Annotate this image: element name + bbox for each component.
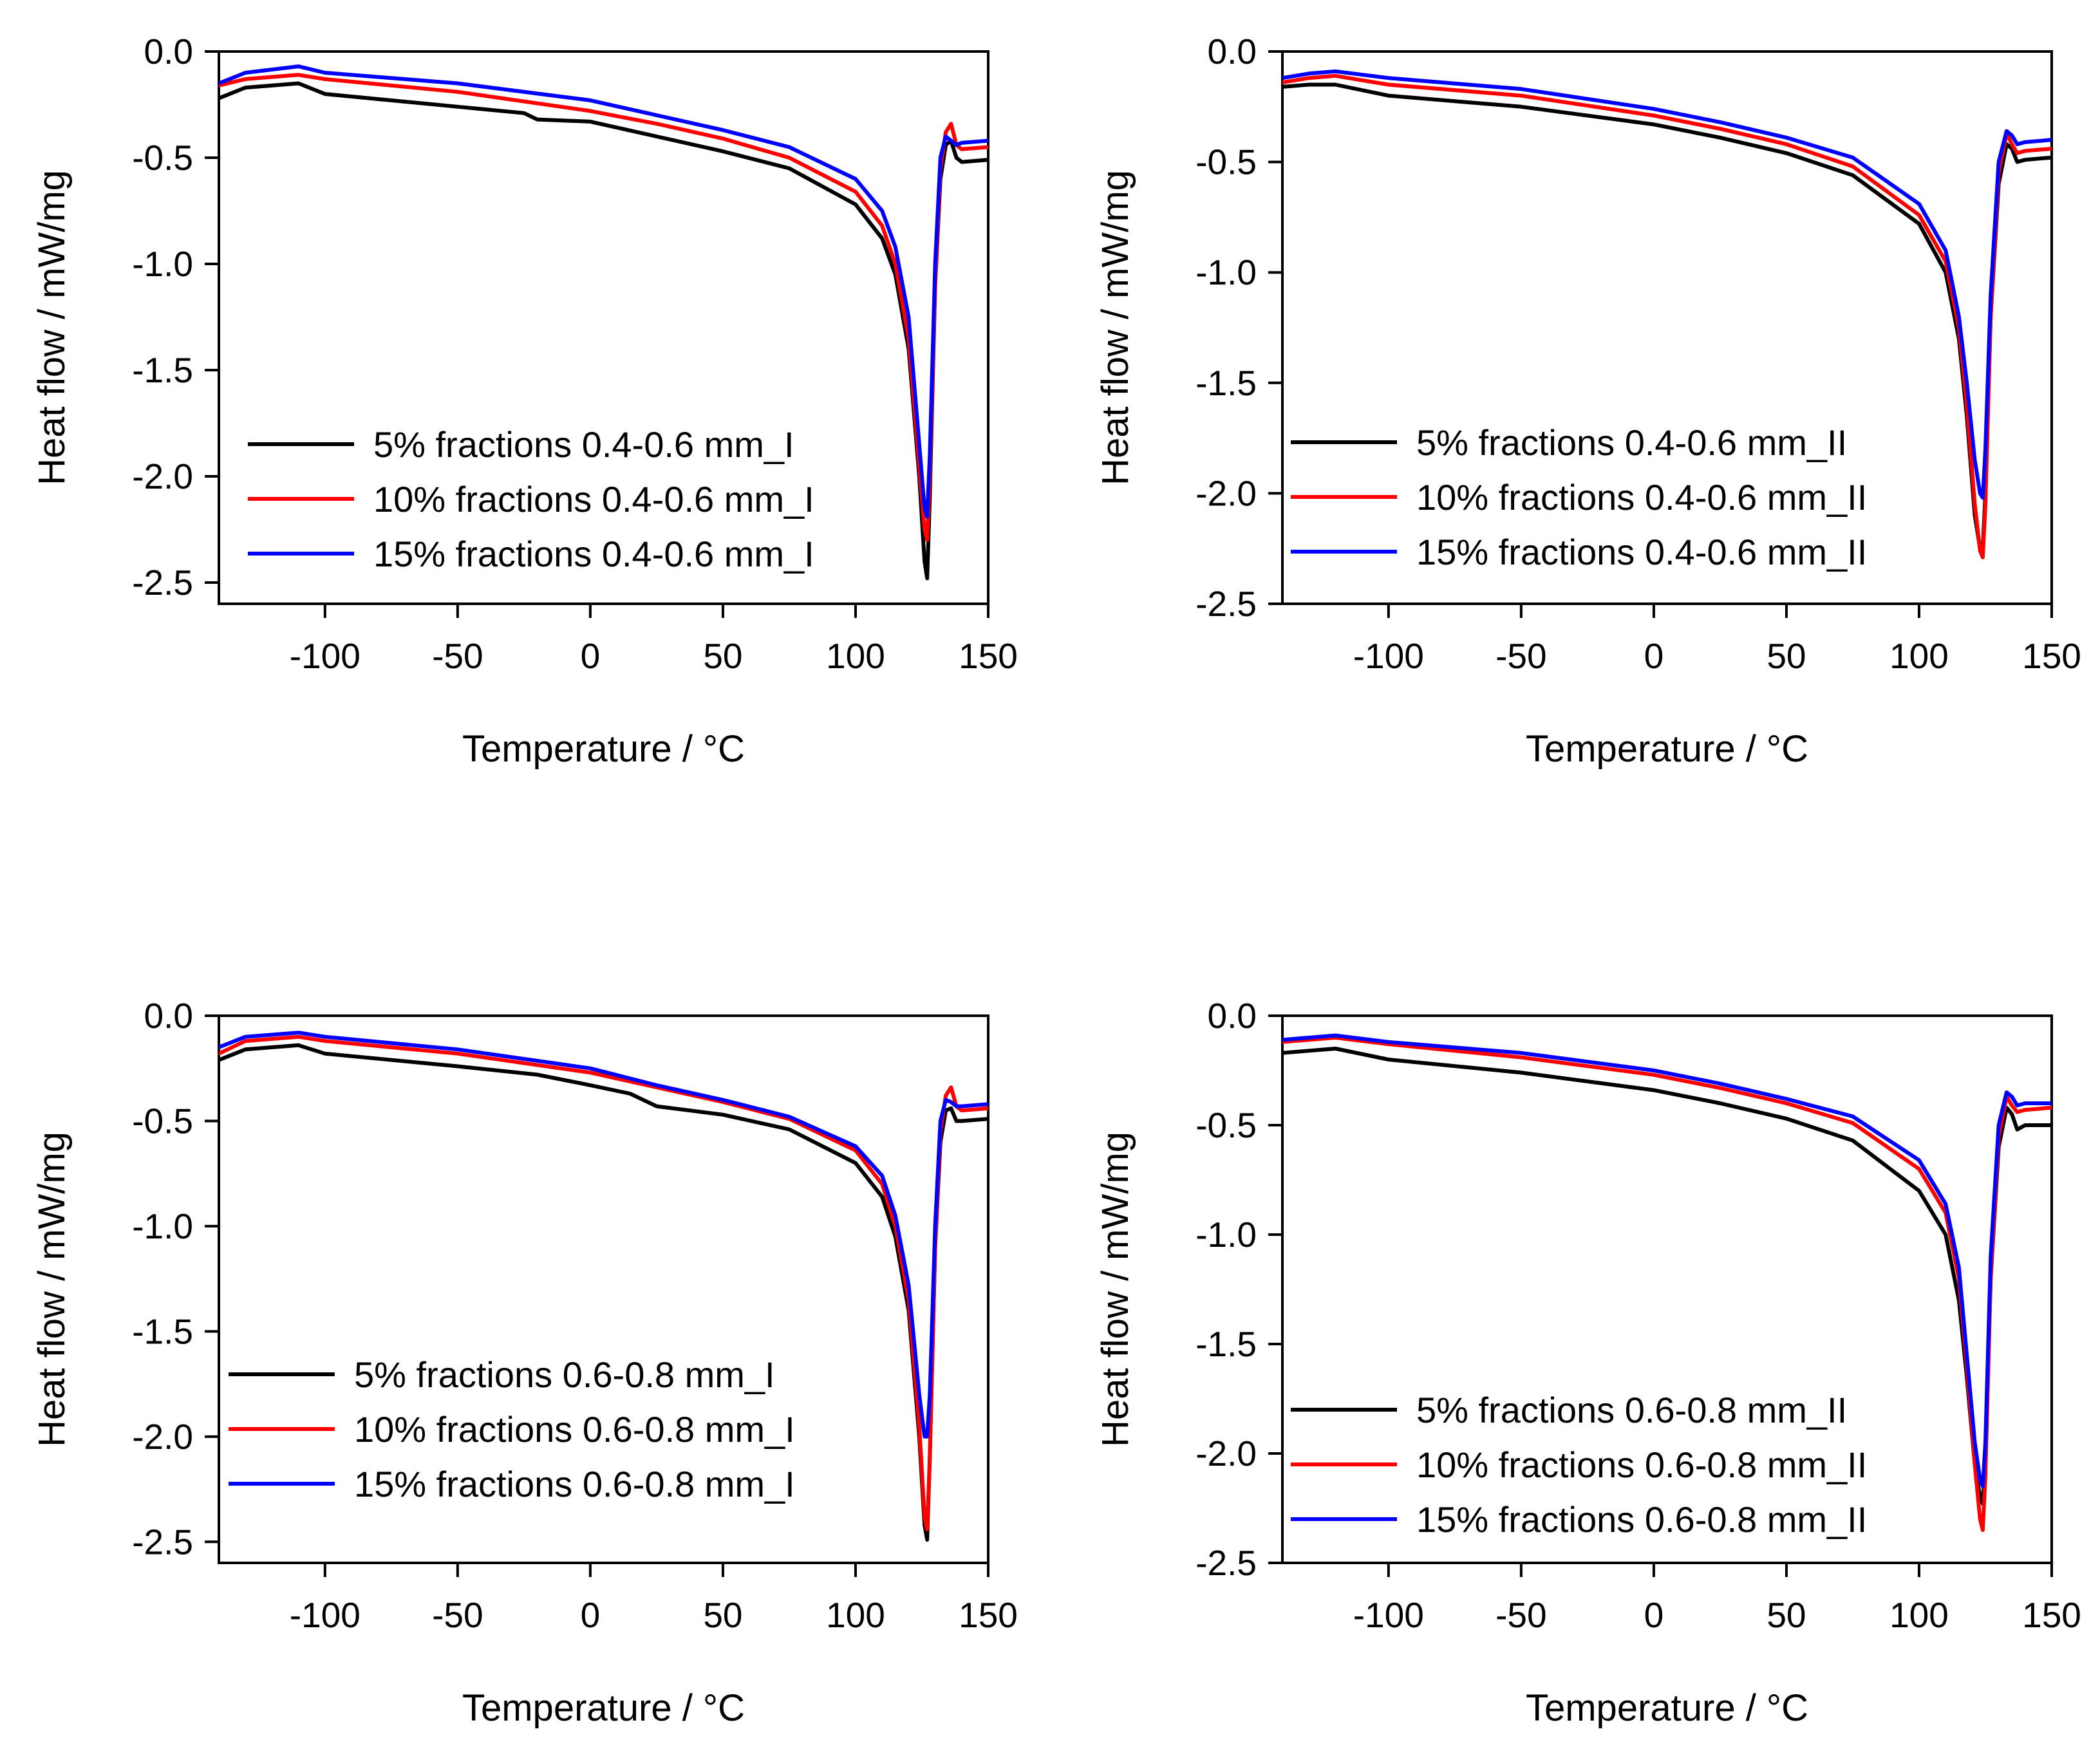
legend-label: 15% fractions 0.4-0.6 mm_II (1416, 532, 1867, 572)
y-tick-label: -0.5 (132, 138, 193, 178)
chart-panel-top-right: -100 -50 0 50 100 150 0.0 -0.5 -1.0 -1.5 -2.0 -2.5 T… (1094, 32, 2081, 770)
legend-label: 15% fractions 0.4-0.6 mm_I (373, 534, 814, 574)
x-tick-label: -50 (1495, 636, 1547, 676)
series-line-3 (219, 64, 988, 519)
x-tick-label: -50 (432, 636, 483, 676)
x-tick-label: 150 (959, 636, 1018, 676)
x-tick-label: 100 (826, 1595, 885, 1635)
legend-label: 15% fractions 0.6-0.8 mm_I (354, 1464, 795, 1504)
x-tick-label: 0 (1644, 636, 1664, 676)
x-tick-label: -100 (1353, 636, 1424, 676)
x-tick-label: -100 (290, 636, 361, 676)
legend-label: 15% fractions 0.6-0.8 mm_II (1416, 1499, 1867, 1540)
x-axis-title: Temperature / °C (1526, 728, 1808, 770)
x-tick-label: -100 (290, 1595, 361, 1635)
y-tick-label: -0.5 (132, 1101, 193, 1141)
plot-frame (218, 1014, 989, 1564)
series-line-2 (219, 73, 988, 542)
series-line-3 (219, 1031, 988, 1439)
x-tick-label: 0 (581, 636, 601, 676)
y-tick-label: 0.0 (144, 32, 193, 71)
x-tick-label: 50 (703, 1595, 742, 1635)
y-tick-label: -1.5 (1195, 1324, 1257, 1364)
plot-frame (1281, 1014, 2053, 1564)
x-tick-label: 50 (1767, 636, 1806, 676)
y-tick-label: -0.5 (1195, 1105, 1257, 1145)
series-line-3 (1282, 1033, 2052, 1488)
y-tick-label: 0.0 (1208, 996, 1257, 1036)
y-axis-title: Heat flow / mW/mg (1094, 1132, 1136, 1447)
chart-panel-bottom-right: -100 -50 0 50 100 150 0.0 -0.5 -1.0 -1.5 -2.0 -2.5 T… (1094, 996, 2081, 1729)
x-tick-label: 100 (1889, 636, 1949, 676)
y-tick-label: -1.0 (1195, 1215, 1257, 1255)
legend-label: 10% fractions 0.4-0.6 mm_II (1416, 477, 1867, 518)
y-tick-label: -2.5 (132, 563, 193, 602)
x-tick-label: 0 (581, 1595, 601, 1635)
y-tick-label: -1.5 (132, 1311, 193, 1351)
legend-label: 10% fractions 0.6-0.8 mm_II (1416, 1444, 1867, 1485)
y-tick-label: -2.0 (132, 456, 193, 496)
x-tick-label: 150 (2022, 1595, 2081, 1635)
x-axis-title: Temperature / °C (462, 728, 745, 770)
y-axis-title: Heat flow / mW/mg (31, 170, 73, 485)
plot-frame (1281, 50, 2053, 605)
x-axis-title: Temperature / °C (1526, 1687, 1808, 1729)
y-axis-title: Heat flow / mW/mg (31, 1132, 73, 1447)
x-tick-label: 100 (1889, 1595, 1949, 1635)
x-tick-label: -50 (1495, 1595, 1547, 1635)
y-axis-title: Heat flow / mW/mg (1094, 170, 1136, 485)
legend-label: 5% fractions 0.4-0.6 mm_I (373, 424, 794, 465)
y-tick-label: -2.0 (1195, 473, 1257, 513)
x-tick-label: 0 (1644, 1595, 1664, 1635)
x-axis-title: Temperature / °C (462, 1687, 745, 1729)
series-line-1 (219, 1043, 988, 1542)
x-tick-label: -100 (1353, 1595, 1424, 1635)
series-line-1 (1282, 1047, 2052, 1506)
legend-label: 5% fractions 0.6-0.8 mm_II (1416, 1390, 1847, 1430)
chart-panel-bottom-left: -100 -50 0 50 100 150 0.0 -0.5 -1.0 -1.5 -2.0 -2.5 T… (31, 996, 1018, 1729)
y-tick-label: -2.5 (132, 1522, 193, 1562)
series-line-2 (219, 1034, 988, 1531)
legend-label: 10% fractions 0.4-0.6 mm_I (373, 479, 814, 519)
x-tick-label: 50 (1767, 1595, 1806, 1635)
chart-panel-top-left: -100 -50 0 50 100 150 0.0 -0.5 -1.0 -1.5 -2.0 -2.5 T… (31, 32, 1018, 770)
y-tick-label: -2.5 (1195, 1543, 1257, 1583)
x-tick-label: 150 (959, 1595, 1018, 1635)
x-tick-label: 100 (826, 636, 885, 676)
series-line-3 (1282, 69, 2052, 500)
x-tick-label: -50 (432, 1595, 483, 1635)
y-tick-label: -2.5 (1195, 584, 1257, 624)
y-tick-label: -1.5 (132, 350, 193, 390)
y-tick-label: -1.0 (132, 244, 193, 284)
y-tick-label: -2.0 (132, 1417, 193, 1457)
y-tick-label: -0.5 (1195, 142, 1257, 182)
y-tick-label: 0.0 (1208, 32, 1257, 71)
y-tick-label: -2.0 (1195, 1434, 1257, 1473)
x-tick-label: 150 (2022, 636, 2081, 676)
y-tick-label: -1.5 (1195, 363, 1257, 403)
y-tick-label: -1.0 (132, 1206, 193, 1246)
legend-label: 5% fractions 0.4-0.6 mm_II (1416, 422, 1847, 463)
legend-label: 10% fractions 0.6-0.8 mm_I (354, 1409, 795, 1450)
y-tick-label: 0.0 (144, 996, 193, 1036)
legend-label: 5% fractions 0.6-0.8 mm_I (354, 1354, 775, 1395)
y-tick-label: -1.0 (1195, 252, 1257, 292)
x-tick-label: 50 (703, 636, 742, 676)
plot-frame (218, 50, 989, 605)
